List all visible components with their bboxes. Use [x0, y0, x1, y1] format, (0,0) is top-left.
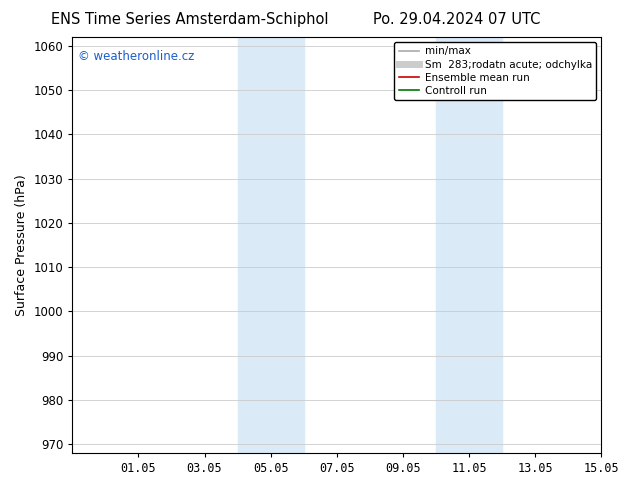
Text: Po. 29.04.2024 07 UTC: Po. 29.04.2024 07 UTC: [373, 12, 540, 27]
Bar: [436, 37, 502, 453]
Bar: [238, 37, 304, 453]
Legend: min/max, Sm  283;rodatn acute; odchylka, Ensemble mean run, Controll run: min/max, Sm 283;rodatn acute; odchylka, …: [394, 42, 596, 100]
Text: ENS Time Series Amsterdam-Schiphol: ENS Time Series Amsterdam-Schiphol: [51, 12, 329, 27]
Y-axis label: Surface Pressure (hPa): Surface Pressure (hPa): [15, 174, 28, 316]
Text: © weatheronline.cz: © weatheronline.cz: [77, 49, 194, 63]
